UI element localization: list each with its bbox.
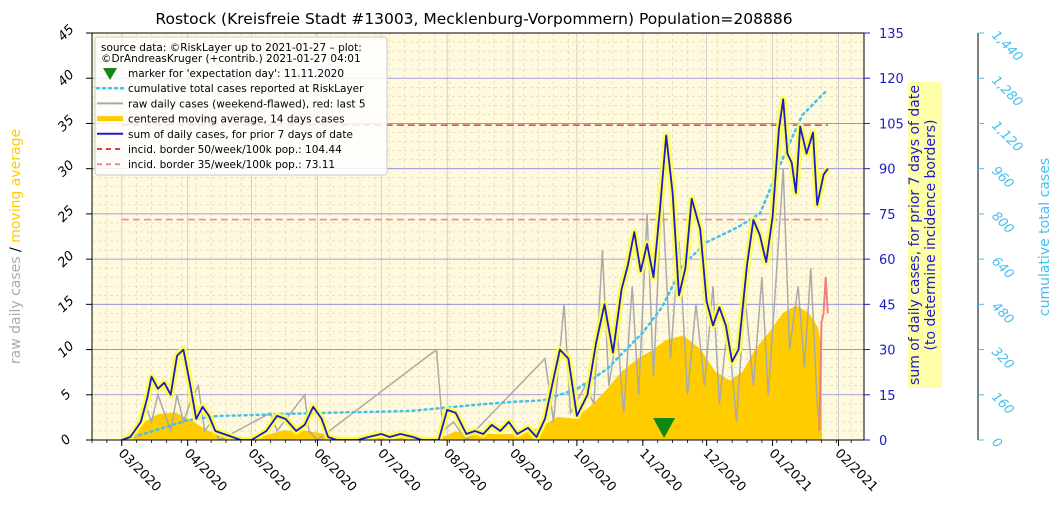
outer-tick-label: 480 <box>988 299 1016 327</box>
outer-tick-label: 640 <box>988 254 1016 282</box>
expectation-marker <box>653 418 676 438</box>
outer-tick-label: 1,280 <box>988 73 1025 110</box>
x-tick-label: 09/2020 <box>506 446 555 495</box>
left-tick-label: 10 <box>55 339 77 361</box>
outer-axis-label: cumulative total cases <box>1037 158 1053 316</box>
legend-entry-border50: incid. border 50/week/100k pop.: 104.44 <box>97 144 342 156</box>
legend-entry-sum7: sum of daily cases, for prior 7 days of … <box>97 129 353 141</box>
legend-label-sum7: sum of daily cases, for prior 7 days of … <box>128 129 353 141</box>
raw-last5-line <box>818 277 829 432</box>
outer-tick-label: 1,120 <box>988 118 1025 155</box>
legend-marker-icon <box>103 68 117 80</box>
inner-label-box <box>908 82 942 388</box>
plot-frame <box>91 32 865 441</box>
x-tick-label: 07/2020 <box>374 446 423 495</box>
legend-entry-cumulative: cumulative total cases reported at RiskL… <box>95 83 364 95</box>
legend-entry-raw: raw daily cases (weekend-flawed), red: l… <box>97 98 366 110</box>
legend-label-avg: centered moving average, 14 days cases <box>128 114 345 126</box>
raw-daily-line <box>121 168 821 440</box>
x-tick-label: 01/2021 <box>766 446 815 495</box>
left-tick-label: 30 <box>55 158 77 180</box>
left-axis-label: raw daily cases / moving average <box>8 129 24 364</box>
legend-label-border50: incid. border 50/week/100k pop.: 104.44 <box>128 144 342 156</box>
x-tick-label: 06/2020 <box>311 446 360 495</box>
outer-tick-label: 800 <box>988 209 1016 237</box>
legend-source-1: source data: ©RiskLayer up to 2021-01-27… <box>101 42 362 54</box>
left-label-raw: raw daily cases <box>8 256 24 364</box>
series-group <box>120 88 831 440</box>
x-tick-label: 12/2020 <box>700 446 749 495</box>
x-tick-label: 02/2021 <box>832 446 881 495</box>
chart-title: Rostock (Kreisfreie Stadt #13003, Meckle… <box>155 10 792 28</box>
inner-axis-label-2: (to determine incidence borders) <box>923 120 939 351</box>
inner-tick-label: 60 <box>879 253 896 268</box>
inner-tick-label: 30 <box>879 344 896 359</box>
inner-tick-label: 135 <box>879 27 904 42</box>
outer-tick-label: 0 <box>988 435 1004 451</box>
inner-tick-label: 105 <box>879 117 904 132</box>
outer-tick-label: 1,440 <box>988 28 1025 65</box>
legend-label-marker: marker for 'expectation day': 11.11.2020 <box>128 68 344 80</box>
x-tick-label: 03/2020 <box>115 446 164 495</box>
left-tick-label: 35 <box>55 113 77 135</box>
inner-tick-label: 15 <box>879 389 896 404</box>
outer-tick-label: 160 <box>988 390 1016 418</box>
left-tick-label: 15 <box>55 294 77 316</box>
sum7-line <box>121 98 829 440</box>
cumulative-line <box>120 88 830 440</box>
legend-entry-border35: incid. border 35/week/100k pop.: 73.11 <box>97 159 335 171</box>
legend-box <box>94 36 388 176</box>
outer-tick-label: 320 <box>988 345 1016 373</box>
left-tick-label: 0 <box>58 432 74 448</box>
inner-tick-label: 90 <box>879 163 896 178</box>
legend-label-cumulative: cumulative total cases reported at RiskL… <box>128 83 364 95</box>
legend-entry-avg: centered moving average, 14 days cases <box>97 114 345 126</box>
legend-entry-marker: marker for 'expectation day': 11.11.2020 <box>103 68 344 80</box>
x-tick-label: 08/2020 <box>440 446 489 495</box>
left-label-sep: / <box>8 243 24 257</box>
x-tick-label: 04/2020 <box>181 446 230 495</box>
left-tick-label: 25 <box>55 203 77 225</box>
legend-source-2: ©DrAndreasKruger (+contrib.) 2021-01-27 … <box>101 53 361 65</box>
legend: source data: ©RiskLayer up to 2021-01-27… <box>94 36 388 176</box>
left-tick-label: 40 <box>55 67 77 89</box>
inner-tick-label: 120 <box>879 72 904 87</box>
legend-label-border35: incid. border 35/week/100k pop.: 73.11 <box>128 159 335 171</box>
left-tick-label: 20 <box>55 248 77 270</box>
inner-tick-label: 75 <box>879 208 896 223</box>
x-tick-label: 11/2020 <box>636 446 685 495</box>
x-tick-label: 10/2020 <box>570 446 619 495</box>
inner-axis-label-1: sum of daily cases, for prior 7 days of … <box>907 85 923 385</box>
left-label-avg: moving average <box>8 129 24 243</box>
left-tick-label: 5 <box>58 387 74 403</box>
inner-tick-label: 0 <box>879 434 887 449</box>
legend-label-raw: raw daily cases (weekend-flawed), red: l… <box>128 98 366 110</box>
left-tick-label: 45 <box>55 22 77 44</box>
inner-tick-label: 45 <box>879 298 896 313</box>
x-tick-label: 05/2020 <box>245 446 294 495</box>
outer-tick-label: 960 <box>988 164 1016 192</box>
